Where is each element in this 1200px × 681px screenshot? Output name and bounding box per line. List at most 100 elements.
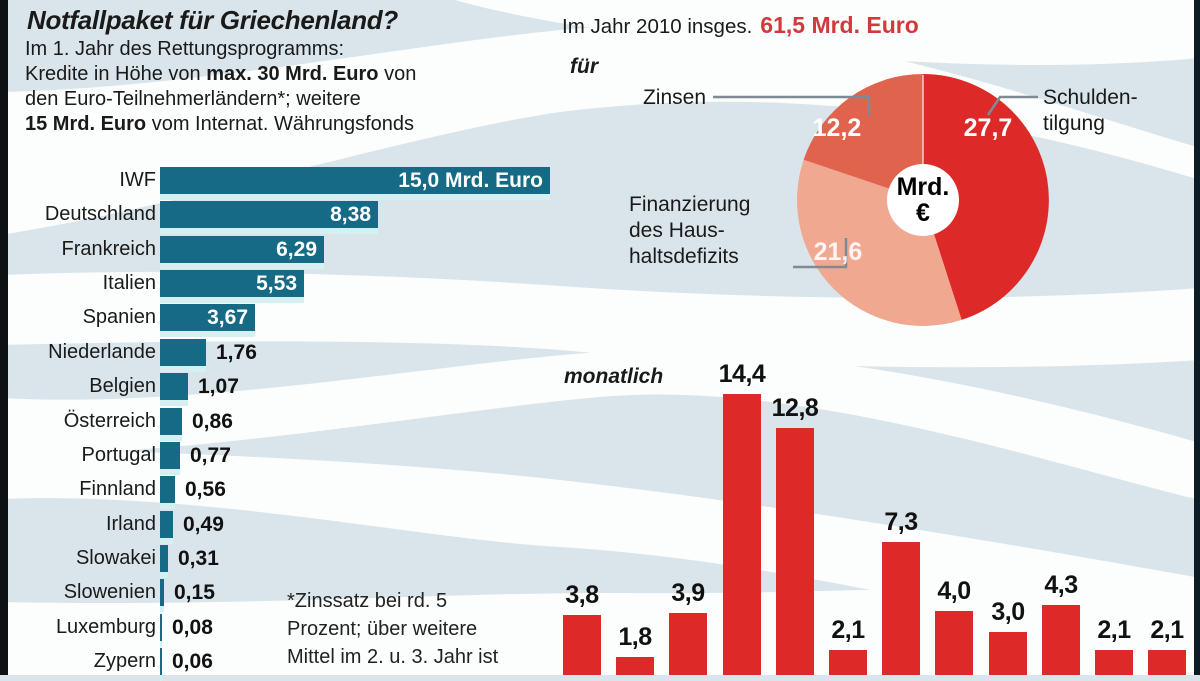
monthly-chart-label: monatlich	[564, 365, 664, 388]
leader-line-zinsen	[713, 95, 871, 116]
bar-row-label: Finnland	[79, 478, 156, 500]
intro-line: 15 Mrd. Euro vom Internat. Währungsfonds	[25, 112, 416, 137]
pie-heading-total: 61,5 Mrd. Euro	[760, 12, 919, 38]
monthly-bar-value: 1,8	[618, 623, 652, 651]
intro-line: Im 1. Jahr des Rettungsprogramms:	[25, 37, 416, 62]
monthly-bar-value: 2,1	[831, 616, 865, 644]
bar-row-value: 0,08	[172, 616, 213, 639]
bar-row-label: Niederlande	[48, 341, 156, 363]
footnote-line: Prozent; über weitere	[287, 618, 478, 640]
bar-row-label: Luxemburg	[55, 616, 156, 638]
intro-segment: Im 1. Jahr des Rettungsprogramms:	[25, 38, 345, 60]
bar-row-label: Slowakei	[75, 547, 156, 569]
bar-row-label: IWF	[119, 169, 156, 191]
pie-center-circle	[887, 164, 959, 236]
pie-label-zinsen: Zinsen	[580, 86, 706, 110]
monthly-bar-value: 7,3	[884, 508, 918, 536]
pie-center-currency: €	[916, 199, 930, 227]
bar-row-bar	[160, 373, 188, 406]
pie-label-schulden-line1: Schulden-	[1043, 86, 1138, 109]
bar-row-value: 8,38	[330, 203, 371, 226]
bar-row-bar	[160, 545, 168, 578]
bar-row-bar	[160, 579, 164, 612]
monthly-bar	[989, 632, 1027, 675]
pie-label-finanzierung: Finanzierung des Haus- haltsdefizits	[629, 192, 750, 270]
footnote: *Zinssatz bei rd. 5 Prozent; über weitere…	[287, 587, 498, 671]
bar-row-label: Spanien	[82, 306, 156, 328]
bar-row-value: 15,0 Mrd. Euro	[398, 169, 543, 192]
bar-row-bar: 5,53	[160, 270, 304, 303]
bar-row-value: 5,53	[256, 272, 297, 295]
pie-value-finanzierung: 21,6	[813, 238, 863, 266]
intro-bold-segment: max. 30 Mrd. Euro	[206, 63, 379, 85]
bar-row-value: 0,31	[178, 547, 219, 570]
footnote-line: *Zinssatz bei rd. 5	[287, 590, 448, 612]
bar-row-value: 0,86	[192, 410, 233, 433]
monthly-bar	[1148, 650, 1186, 675]
pie-label-finanz-line2: des Haus-	[629, 219, 725, 242]
monthly-bar-value: 2,1	[1150, 616, 1184, 644]
bar-row-value: 0,49	[183, 513, 224, 536]
page-title: Notfallpaket für Griechenland?	[27, 5, 398, 35]
pie-slice-zinsen	[803, 74, 923, 200]
intro-segment: Kredite in Höhe von	[25, 63, 207, 85]
monthly-bar	[776, 428, 814, 675]
bar-row-bar	[160, 476, 175, 509]
monthly-bar	[882, 542, 920, 675]
pie-value-schuldentilgung: 27,7	[963, 114, 1013, 142]
monthly-bar-value: 2,1	[1097, 616, 1131, 644]
intro-segment: vom Internat. Währungsfonds	[146, 113, 415, 135]
bar-row-label: Österreich	[63, 410, 156, 432]
monthly-bar	[563, 615, 601, 675]
intro-line: Kredite in Höhe von max. 30 Mrd. Euro vo…	[25, 62, 416, 87]
intro-segment: den Euro-Teilnehmerländern*; weitere	[25, 88, 361, 110]
bar-row-bar: 15,0 Mrd. Euro	[160, 167, 550, 200]
bar-row-label: Deutschland	[44, 203, 156, 225]
monthly-bar-value: 12,8	[771, 394, 819, 422]
monthly-bar	[935, 611, 973, 675]
monthly-bar-value: 4,0	[937, 577, 971, 605]
pie-center-unit: Mrd.	[896, 173, 950, 201]
monthly-bar-value: 14,4	[718, 360, 766, 388]
monthly-bar	[1095, 650, 1133, 675]
bar-row-bar	[160, 614, 162, 647]
bar-row-label: Portugal	[81, 444, 157, 466]
bar-row-value: 6,29	[276, 238, 317, 261]
bar-row-bar	[160, 339, 206, 372]
monthly-bar	[829, 650, 867, 675]
monthly-bar-value: 4,3	[1044, 571, 1078, 599]
bar-row-bar: 3,67	[160, 304, 255, 337]
bar-row-label: Slowenien	[63, 581, 156, 603]
bar-row-bar: 6,29	[160, 236, 324, 269]
pie-heading-prefix: Im Jahr 2010 insges.	[562, 15, 753, 38]
pie-label-finanz-line3: haltsdefizits	[629, 245, 739, 268]
bar-row-value: 1,76	[216, 341, 257, 364]
wave-band	[0, 448, 1200, 660]
leader-line-finanzierung	[793, 238, 848, 269]
bar-row-label: Italien	[102, 272, 156, 294]
intro-bold-segment: 15 Mrd. Euro	[25, 113, 147, 135]
bar-row-value: 0,77	[190, 444, 231, 467]
pie-label-zinsen-text: Zinsen	[642, 86, 706, 109]
bar-row-label: Irland	[105, 513, 156, 535]
bar-row-label: Zypern	[93, 650, 156, 672]
footnote-line: Mittel im 2. u. 3. Jahr ist	[287, 646, 499, 668]
frame-border-right	[1194, 0, 1200, 675]
bar-row-value: 1,07	[198, 375, 239, 398]
bar-row-label: Belgien	[89, 375, 156, 397]
pie-center-label: Mrd. €	[873, 174, 973, 226]
bar-row-label: Frankreich	[61, 238, 156, 260]
pie-for-label: für	[570, 55, 598, 78]
bar-row-bar	[160, 408, 182, 441]
wave-band	[455, 0, 1200, 65]
leader-line-schuldentilgung	[986, 95, 1038, 116]
intro-line: den Euro-Teilnehmerländern*; weitere	[25, 87, 416, 112]
pie-label-finanz-line1: Finanzierung	[629, 193, 751, 216]
intro-text: Im 1. Jahr des Rettungsprogramms: Kredite…	[25, 37, 416, 137]
bar-row-value: 3,67	[207, 306, 248, 329]
pie-label-schulden-line2: tilgung	[1043, 112, 1105, 135]
monthly-bar	[1042, 605, 1080, 675]
